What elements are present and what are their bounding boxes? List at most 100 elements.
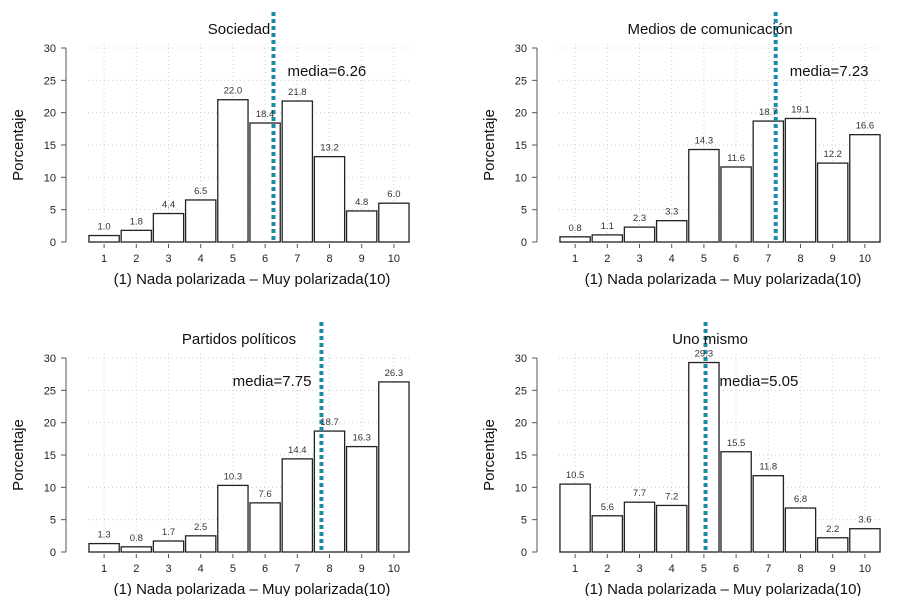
- bar: [152, 212, 185, 243]
- bars: [559, 361, 881, 553]
- x-tick-label: 5: [230, 253, 236, 265]
- x-tick-label: 8: [326, 253, 332, 265]
- bar: [281, 458, 314, 553]
- data-label: 18.7: [759, 107, 778, 118]
- y-tick-label: 0: [521, 547, 527, 559]
- y-tick-label: 25: [515, 75, 527, 87]
- data-label: 0.8: [568, 223, 581, 234]
- y-tick-label: 15: [515, 140, 527, 152]
- panel-title: Medios de comunicación: [627, 21, 792, 38]
- data-label: 29.3: [695, 349, 714, 360]
- x-axis: 1 2 3 4 5 6 7 8 9 10: [572, 554, 871, 575]
- x-tick-label: 2: [133, 253, 139, 265]
- y-tick-label: 15: [44, 140, 56, 152]
- bar: [559, 236, 591, 243]
- y-tick-label: 5: [50, 515, 56, 527]
- x-tick-label: 2: [604, 563, 610, 575]
- y-tick-label: 30: [44, 353, 56, 365]
- x-tick-label: 3: [165, 253, 171, 265]
- bars: [559, 117, 881, 243]
- x-axis: 1 2 3 4 5 6 7 8 9 10: [101, 244, 400, 265]
- data-label: 16.3: [352, 433, 371, 444]
- y-tick-label: 25: [515, 385, 527, 397]
- bar: [655, 504, 688, 553]
- x-axis-label: (1) Nada polarizada – Muy polarizada(10): [114, 271, 391, 288]
- data-labels: 0.8 1.1 2.3 3.3 14.3 11.6 18.7 19.1 12.2 16.6: [568, 104, 874, 233]
- x-tick-label: 1: [101, 563, 107, 575]
- y-tick-label: 20: [515, 418, 527, 430]
- x-tick-label: 5: [701, 563, 707, 575]
- data-label: 2.3: [633, 213, 646, 224]
- data-label: 7.6: [258, 489, 271, 500]
- data-label: 11.8: [759, 462, 777, 473]
- panel-partidos-politicos: Porcentaje (1) Nada polarizada – Muy pol…: [10, 322, 410, 598]
- data-label: 6.8: [794, 494, 807, 505]
- y-axis: 0 5 10 15 20 25 30: [44, 43, 67, 249]
- x-tick-label: 7: [765, 563, 771, 575]
- y-tick-label: 30: [515, 353, 527, 365]
- bar: [249, 122, 281, 243]
- bar: [88, 234, 120, 243]
- y-tick-label: 0: [50, 237, 56, 249]
- x-tick-label: 10: [388, 563, 400, 575]
- x-tick-label: 5: [230, 563, 236, 575]
- data-labels: 1.0 1.8 4.4 6.5 22.0 18.4 21.8 13.2 4.8 6.0: [97, 86, 400, 233]
- bar: [184, 199, 217, 243]
- x-tick-label: 6: [733, 253, 739, 265]
- data-label: 12.2: [823, 149, 842, 160]
- bar: [120, 229, 153, 243]
- y-tick-label: 15: [515, 450, 527, 462]
- x-tick-label: 4: [198, 563, 204, 575]
- bar: [217, 99, 249, 243]
- data-label: 4.4: [162, 200, 175, 211]
- bar: [688, 148, 720, 243]
- x-tick-label: 2: [604, 253, 610, 265]
- data-label: 10.5: [566, 470, 585, 481]
- y-tick-label: 5: [521, 205, 527, 217]
- data-label: 6.5: [194, 186, 207, 197]
- bar: [784, 507, 817, 553]
- x-tick-label: 7: [765, 253, 771, 265]
- x-tick-label: 9: [359, 253, 365, 265]
- data-label: 4.8: [355, 197, 368, 208]
- x-tick-label: 3: [636, 253, 642, 265]
- bar: [345, 210, 378, 243]
- panel-sociedad: Porcentaje (1) Nada polarizada – Muy pol…: [10, 12, 410, 288]
- x-tick-label: 4: [669, 563, 675, 575]
- y-axis-label: Porcentaje: [481, 419, 498, 491]
- x-tick-label: 7: [294, 253, 300, 265]
- mean-label: media=6.26: [287, 63, 366, 80]
- data-label: 7.2: [665, 491, 678, 502]
- y-tick-label: 20: [515, 108, 527, 120]
- bar: [591, 515, 624, 553]
- bar: [752, 475, 785, 553]
- bar: [152, 540, 185, 553]
- x-tick-label: 8: [326, 563, 332, 575]
- y-tick-label: 25: [44, 385, 56, 397]
- y-axis: 0 5 10 15 20 25 30: [515, 43, 538, 249]
- bar: [281, 100, 314, 243]
- x-tick-label: 9: [830, 253, 836, 265]
- panel-title: Partidos políticos: [182, 331, 296, 348]
- y-tick-label: 20: [44, 418, 56, 430]
- y-tick-label: 30: [515, 43, 527, 55]
- x-tick-label: 4: [669, 253, 675, 265]
- x-axis-label: (1) Nada polarizada – Muy polarizada(10): [114, 581, 391, 596]
- data-label: 3.3: [665, 207, 678, 218]
- x-axis-label: (1) Nada polarizada – Muy polarizada(10): [585, 581, 862, 596]
- data-label: 1.7: [162, 527, 175, 538]
- bar: [623, 501, 656, 553]
- y-tick-label: 20: [44, 108, 56, 120]
- y-tick-label: 30: [44, 43, 56, 55]
- bar: [313, 155, 346, 243]
- data-label: 13.2: [320, 143, 339, 154]
- data-label: 22.0: [224, 86, 243, 97]
- bar: [849, 528, 881, 553]
- x-axis-label: (1) Nada polarizada – Muy polarizada(10): [585, 271, 862, 288]
- bar: [184, 535, 217, 553]
- x-tick-label: 8: [797, 253, 803, 265]
- x-tick-label: 9: [359, 563, 365, 575]
- data-labels: 1.3 0.8 1.7 2.5 10.3 7.6 14.4 18.7 16.3 26.3: [97, 368, 403, 544]
- panel-title: Sociedad: [208, 21, 271, 38]
